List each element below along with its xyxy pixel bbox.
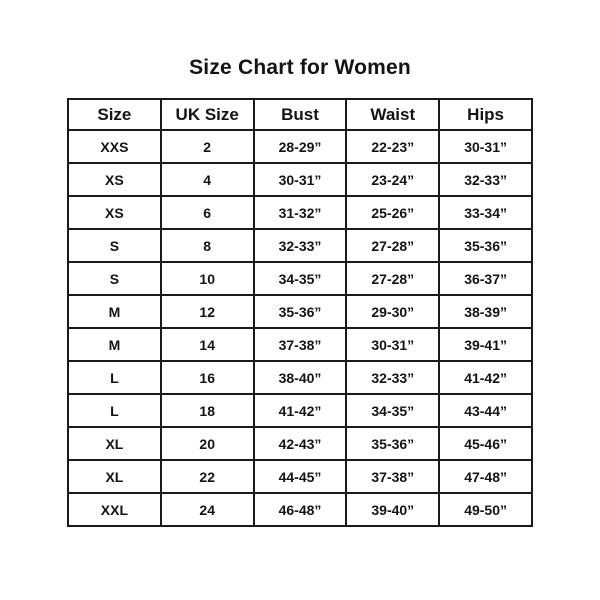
table-row: XS 6 31-32” 25-26” 33-34” (67, 195, 533, 230)
table-cell: 41-42” (252, 393, 348, 428)
table-cell: 6 (159, 195, 255, 230)
table-row: XL 20 42-43” 35-36” 45-46” (67, 426, 533, 461)
table-row: L 16 38-40” 32-33” 41-42” (67, 360, 533, 395)
table-cell: M (67, 294, 162, 329)
table-cell: 8 (159, 228, 255, 263)
table-cell: L (67, 393, 162, 428)
table-cell: 39-40” (345, 492, 441, 527)
header-cell-uk-size: UK Size (159, 98, 255, 131)
table-cell: XXL (67, 492, 162, 527)
table-header: Size UK Size Bust Waist Hips (67, 98, 533, 131)
table-cell: 39-41” (438, 327, 533, 362)
table-cell: 20 (159, 426, 255, 461)
table-cell: 37-38” (252, 327, 348, 362)
table-cell: 34-35” (345, 393, 441, 428)
table-cell: 35-36” (252, 294, 348, 329)
table-cell: 14 (159, 327, 255, 362)
header-cell-bust: Bust (252, 98, 348, 131)
table-cell: 22-23” (345, 129, 441, 164)
table-cell: 36-37” (438, 261, 533, 296)
table-row: M 14 37-38” 30-31” 39-41” (67, 327, 533, 362)
table-cell: 45-46” (438, 426, 533, 461)
table-cell: 33-34” (438, 195, 533, 230)
page-title: Size Chart for Women (189, 56, 411, 79)
table-cell: S (67, 261, 162, 296)
table-cell: 38-40” (252, 360, 348, 395)
table-row: XXL 24 46-48” 39-40” 49-50” (67, 492, 533, 527)
table-cell: 35-36” (438, 228, 533, 263)
table-cell: 30-31” (438, 129, 533, 164)
table-cell: 34-35” (252, 261, 348, 296)
size-chart-table: Size UK Size Bust Waist Hips XXS 2 28-29” 2… (67, 98, 533, 527)
table-row: XL 22 44-45” 37-38” 47-48” (67, 459, 533, 494)
table-row: S 10 34-35” 27-28” 36-37” (67, 261, 533, 296)
table-cell: 24 (159, 492, 255, 527)
table-cell: 29-30” (345, 294, 441, 329)
table-cell: 42-43” (252, 426, 348, 461)
table-cell: 44-45” (252, 459, 348, 494)
table-row: S 8 32-33” 27-28” 35-36” (67, 228, 533, 263)
header-cell-hips: Hips (438, 98, 533, 131)
table-cell: 18 (159, 393, 255, 428)
header-row: Size UK Size Bust Waist Hips (67, 98, 533, 131)
table-cell: XXS (67, 129, 162, 164)
table-cell: L (67, 360, 162, 395)
table-cell: 27-28” (345, 228, 441, 263)
table-cell: 2 (159, 129, 255, 164)
table-cell: 49-50” (438, 492, 533, 527)
table-cell: XS (67, 195, 162, 230)
table-cell: 31-32” (252, 195, 348, 230)
table-cell: 28-29” (252, 129, 348, 164)
table-cell: 30-31” (252, 162, 348, 197)
table-row: M 12 35-36” 29-30” 38-39” (67, 294, 533, 329)
table-cell: XL (67, 426, 162, 461)
header-cell-size: Size (67, 98, 162, 131)
table-cell: 25-26” (345, 195, 441, 230)
table-row: XXS 2 28-29” 22-23” 30-31” (67, 129, 533, 164)
table-cell: 46-48” (252, 492, 348, 527)
table-row: L 18 41-42” 34-35” 43-44” (67, 393, 533, 428)
table-cell: XL (67, 459, 162, 494)
table-cell: 30-31” (345, 327, 441, 362)
table-row: XS 4 30-31” 23-24” 32-33” (67, 162, 533, 197)
table-cell: S (67, 228, 162, 263)
table-body: XXS 2 28-29” 22-23” 30-31” XS 4 30-31” 23-24” 32-… (67, 129, 533, 527)
table-cell: 35-36” (345, 426, 441, 461)
table-cell: 43-44” (438, 393, 533, 428)
table-cell: 37-38” (345, 459, 441, 494)
table-cell: 32-33” (438, 162, 533, 197)
table-cell: 41-42” (438, 360, 533, 395)
table-cell: 12 (159, 294, 255, 329)
table-cell: 23-24” (345, 162, 441, 197)
table-cell: M (67, 327, 162, 362)
table-cell: 38-39” (438, 294, 533, 329)
table-cell: 32-33” (345, 360, 441, 395)
header-cell-waist: Waist (345, 98, 441, 131)
table-cell: 32-33” (252, 228, 348, 263)
table-cell: 47-48” (438, 459, 533, 494)
table-cell: XS (67, 162, 162, 197)
table-cell: 4 (159, 162, 255, 197)
table-cell: 27-28” (345, 261, 441, 296)
table-cell: 16 (159, 360, 255, 395)
table-cell: 10 (159, 261, 255, 296)
table-cell: 22 (159, 459, 255, 494)
